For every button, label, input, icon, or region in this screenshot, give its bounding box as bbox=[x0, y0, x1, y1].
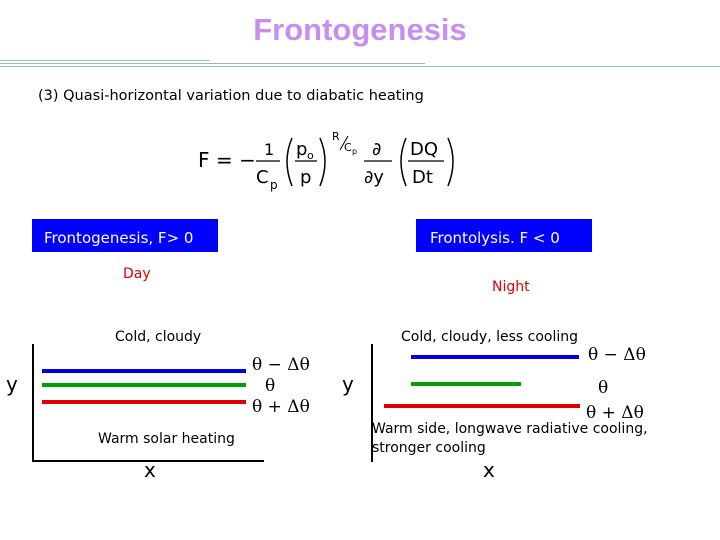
right-isoline-blue bbox=[411, 355, 579, 359]
frontogenesis-box: Frontogenesis, F> 0 bbox=[32, 219, 218, 252]
eq-paren-right-2 bbox=[447, 137, 454, 187]
eq-exponent: R bbox=[332, 130, 340, 143]
eq-partial-num: ∂ bbox=[372, 139, 381, 160]
eq-exponent-slash bbox=[339, 135, 349, 151]
left-isoline-green bbox=[42, 383, 246, 387]
subtitle: (3) Quasi-horizontal variation due to di… bbox=[38, 88, 424, 104]
right-top-label: Cold, cloudy, less cooling bbox=[401, 329, 579, 345]
right-bottom-label-line2: stronger cooling bbox=[372, 440, 486, 456]
eq-paren-left-1 bbox=[286, 137, 293, 187]
frontolysis-box: Frontolysis. F < 0 bbox=[416, 219, 592, 252]
left-theta-top: θ − Δθ bbox=[252, 355, 310, 375]
day-label: Day bbox=[123, 266, 151, 282]
eq-po-sub: o bbox=[307, 149, 314, 162]
right-theta-mid: θ bbox=[598, 378, 609, 398]
page-title: Frontogenesis bbox=[253, 12, 467, 47]
right-y-axis bbox=[371, 344, 373, 462]
frontogenesis-equation: F = − 1 C p p o p R C p ∂ ∂y DQ Dt bbox=[198, 130, 454, 192]
right-x-axis-label: x bbox=[483, 458, 495, 482]
left-y-axis-label: y bbox=[6, 372, 18, 396]
left-bottom-label: Warm solar heating bbox=[98, 431, 235, 447]
left-isoline-blue bbox=[42, 369, 246, 373]
left-x-axis bbox=[32, 460, 264, 462]
right-bottom-label-line1: Warm side, longwave radiative cooling, bbox=[372, 421, 648, 437]
right-theta-bottom: θ + Δθ bbox=[586, 403, 644, 423]
eq-f: F bbox=[198, 148, 210, 172]
left-theta-mid: θ bbox=[265, 376, 276, 396]
left-theta-bottom: θ + Δθ bbox=[252, 397, 310, 417]
night-label: Night bbox=[492, 279, 530, 295]
left-top-label: Cold, cloudy bbox=[115, 329, 202, 345]
eq-partial-den: ∂y bbox=[364, 167, 384, 188]
right-isoline-red bbox=[384, 404, 580, 408]
eq-dq: DQ bbox=[410, 139, 438, 160]
right-theta-top: θ − Δθ bbox=[588, 345, 646, 365]
left-y-axis bbox=[32, 344, 34, 462]
eq-cp: C bbox=[256, 167, 269, 188]
eq-exponent-den: C bbox=[344, 141, 352, 154]
eq-po: p bbox=[296, 139, 307, 160]
title-rule-gray bbox=[0, 63, 425, 64]
right-isoline-green bbox=[411, 382, 521, 386]
left-x-axis-label: x bbox=[144, 458, 156, 482]
eq-p: p bbox=[300, 167, 311, 188]
eq-paren-right-1 bbox=[319, 137, 326, 187]
eq-paren-left-2 bbox=[400, 137, 407, 187]
eq-one: 1 bbox=[264, 140, 274, 159]
eq-equals-minus: = − bbox=[216, 148, 256, 172]
eq-exponent-den-sub: p bbox=[352, 147, 357, 156]
title-rule-green bbox=[0, 60, 210, 61]
eq-dt: Dt bbox=[412, 167, 433, 188]
title-rule-green-2 bbox=[0, 66, 720, 67]
eq-cp-sub: p bbox=[270, 178, 278, 192]
left-isoline-red bbox=[42, 400, 246, 404]
right-y-axis-label: y bbox=[342, 372, 354, 396]
